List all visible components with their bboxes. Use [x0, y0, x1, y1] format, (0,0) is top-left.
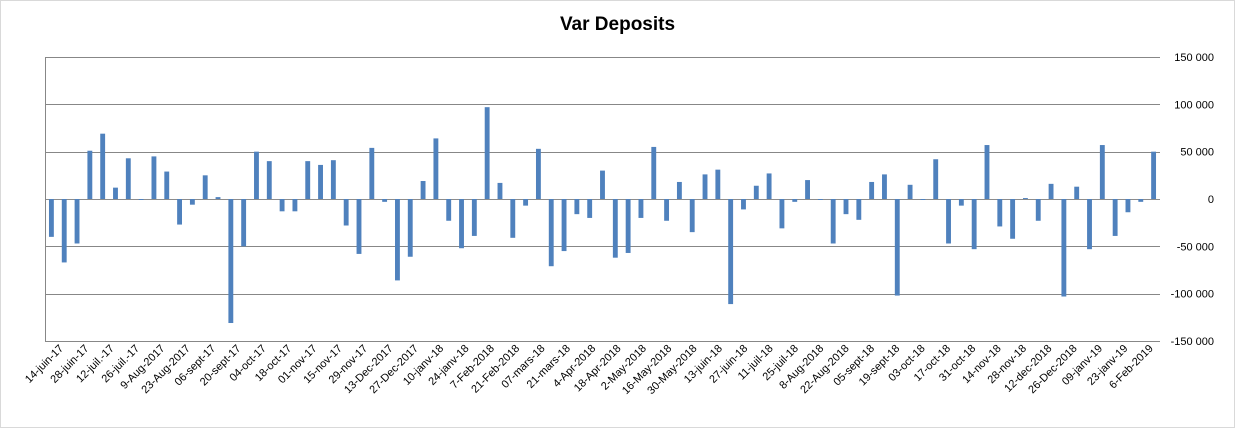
- bar: [638, 199, 644, 218]
- bar: [920, 199, 926, 200]
- bar: [779, 199, 785, 229]
- bar: [1112, 199, 1118, 236]
- bar: [894, 199, 900, 296]
- y-tick-label: -100 000: [1171, 289, 1214, 301]
- bar: [292, 199, 298, 212]
- bar: [1023, 198, 1028, 200]
- bar: [61, 199, 67, 263]
- bar: [125, 158, 131, 199]
- bar: [510, 199, 516, 238]
- chart-title: Var Deposits: [559, 14, 676, 35]
- bar: [382, 199, 388, 202]
- bar: [843, 199, 849, 215]
- bar: [189, 199, 195, 205]
- bar: [715, 169, 721, 199]
- bar: [1138, 199, 1144, 202]
- bar: [548, 199, 554, 267]
- bar: [241, 199, 247, 247]
- y-tick-label: 150 000: [1174, 52, 1214, 64]
- bar: [971, 199, 977, 250]
- bar: [48, 199, 54, 237]
- bar: [882, 174, 887, 199]
- bar: [138, 199, 144, 200]
- bar: [1048, 183, 1054, 199]
- bar: [805, 180, 810, 199]
- y-tick-label: 100 000: [1174, 99, 1214, 111]
- bar: [1061, 199, 1067, 297]
- bar: [574, 199, 580, 215]
- bar: [830, 199, 836, 244]
- bar: [523, 199, 529, 206]
- bar: [113, 187, 118, 199]
- bar: [1074, 186, 1080, 199]
- bar: [87, 150, 93, 199]
- bar: [177, 199, 182, 225]
- bar: [753, 185, 759, 199]
- bar: [728, 199, 734, 305]
- bar: [984, 145, 990, 199]
- y-tick-label: -150 000: [1171, 336, 1214, 348]
- bar: [459, 199, 464, 249]
- bar: [279, 199, 285, 212]
- bar: [318, 164, 323, 199]
- bar: [151, 156, 157, 199]
- bar: [433, 138, 439, 199]
- bar: [369, 147, 375, 199]
- bar: [689, 199, 695, 233]
- bar: [100, 133, 106, 199]
- bar: [254, 151, 259, 199]
- bar: [484, 107, 490, 199]
- bar: [561, 199, 567, 252]
- bar: [664, 199, 670, 221]
- bar: [587, 199, 593, 218]
- bar: [766, 173, 772, 199]
- bar: [228, 199, 234, 324]
- bar: [74, 199, 80, 244]
- bar: [446, 199, 452, 221]
- bar: [1151, 151, 1157, 199]
- bar: [471, 199, 477, 236]
- bar: [395, 199, 400, 281]
- bar: [997, 199, 1003, 227]
- bar: [933, 159, 939, 199]
- bar: [625, 199, 631, 253]
- bar: [305, 161, 311, 199]
- bar: [266, 161, 272, 199]
- y-tick-label: -50 000: [1177, 241, 1214, 253]
- bar: [1125, 199, 1131, 213]
- bar: [958, 199, 964, 206]
- bar: [651, 146, 657, 199]
- bar: [907, 184, 913, 199]
- bar: [676, 181, 682, 199]
- bar: [869, 181, 875, 199]
- bar: [497, 182, 503, 199]
- bar: [1035, 199, 1041, 221]
- y-tick-label: 50 000: [1180, 147, 1214, 159]
- bar: [1010, 199, 1016, 239]
- bar: [600, 170, 605, 199]
- bar: [702, 174, 708, 199]
- bar: [420, 181, 426, 199]
- bar: [792, 199, 798, 202]
- bar: [946, 199, 951, 244]
- bar: [356, 199, 362, 254]
- bar: [856, 199, 862, 220]
- bar: [817, 199, 823, 200]
- bar: [1087, 199, 1092, 250]
- bar: [1099, 145, 1105, 199]
- bar: [330, 160, 336, 199]
- bar: [164, 171, 170, 199]
- bar: [407, 199, 413, 257]
- bar: [343, 199, 349, 226]
- bar: [741, 199, 746, 210]
- bar: [202, 175, 208, 199]
- bar: [535, 148, 541, 199]
- y-tick-label: 0: [1208, 194, 1214, 206]
- bar: [215, 197, 221, 199]
- bar: [612, 199, 618, 258]
